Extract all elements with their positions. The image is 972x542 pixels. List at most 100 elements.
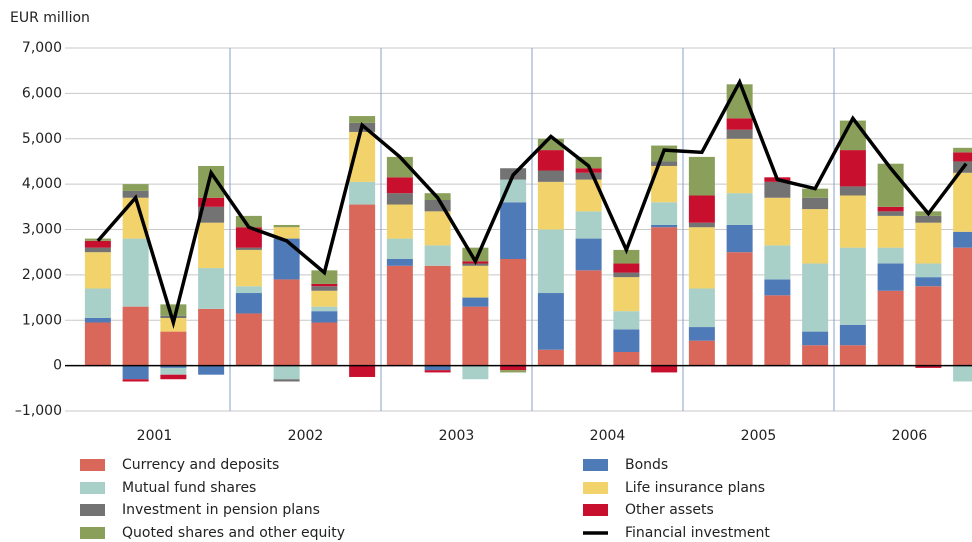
bar-segment: [273, 379, 300, 382]
bar-segment: [953, 231, 972, 248]
bar-segment: [688, 222, 715, 228]
bar-segment: [726, 224, 753, 253]
bar-segment: [273, 224, 300, 228]
bar-segment: [537, 293, 564, 350]
bar-segment: [386, 193, 413, 205]
bar-segment: [839, 247, 866, 325]
bar-segment: [273, 238, 300, 280]
bar-segment: [235, 247, 262, 250]
bar-segment: [424, 370, 451, 373]
legend-label: Bonds: [625, 457, 668, 473]
bar-segment: [764, 181, 791, 198]
bar-segment: [613, 311, 640, 330]
bar-segment: [877, 290, 904, 366]
bar-segment: [915, 215, 942, 223]
bar-segment: [235, 215, 262, 228]
bar-segment: [613, 277, 640, 312]
x-group-label: 2002: [288, 428, 324, 444]
bar-segment: [424, 200, 451, 212]
bar-segment: [613, 329, 640, 353]
bar-segment: [198, 308, 225, 366]
x-group-label: 2001: [137, 428, 173, 444]
bar-segment: [688, 156, 715, 196]
bar-segment: [688, 288, 715, 328]
bar-segment: [537, 170, 564, 182]
bar-segment: [311, 283, 338, 287]
legend-label: Other assets: [625, 502, 714, 518]
bar-segment: [311, 311, 338, 323]
bar-segment: [235, 249, 262, 287]
bar-segment: [537, 150, 564, 171]
bar-segment: [160, 374, 187, 380]
legend-label: Mutual fund shares: [122, 480, 256, 496]
bar-segment: [386, 177, 413, 194]
bar-segment: [198, 206, 225, 223]
bar-segment: [953, 152, 972, 162]
x-group-label: 2003: [439, 428, 475, 444]
bar-segment: [877, 247, 904, 264]
bar-segment: [764, 245, 791, 280]
bar-segment: [386, 238, 413, 259]
bar-segment: [802, 263, 829, 332]
bar-segment: [688, 195, 715, 223]
y-tick-label: 6,000: [22, 85, 62, 101]
bar-segment: [877, 206, 904, 212]
bar-segment: [311, 306, 338, 312]
bar-segment: [953, 172, 972, 232]
bar-segment: [273, 365, 300, 380]
bar-segment: [953, 147, 972, 153]
legend-label: Quoted shares and other equity: [122, 525, 345, 541]
bar-segment: [424, 365, 451, 371]
bar-segment: [235, 293, 262, 314]
bar-segment: [688, 327, 715, 341]
bar-segment: [198, 365, 225, 375]
y-tick-label: –1,000: [15, 403, 62, 419]
bar-segment: [424, 245, 451, 266]
bar-segment: [613, 249, 640, 264]
bar-segment: [160, 304, 187, 316]
bar-segment: [877, 211, 904, 216]
bar-segment: [613, 272, 640, 278]
bar-segment: [613, 352, 640, 366]
bar-segment: [349, 181, 376, 205]
bar-segment: [462, 365, 489, 380]
bar-segment: [311, 270, 338, 284]
bar-segment: [537, 138, 564, 151]
bar-segment: [651, 161, 678, 166]
bar-segment: [802, 209, 829, 264]
bar-segment: [764, 197, 791, 246]
bar-segment: [160, 365, 187, 368]
bar-segment: [386, 204, 413, 239]
bar-segment: [349, 116, 376, 123]
x-group-label: 2004: [590, 428, 626, 444]
bar-segment: [500, 258, 527, 366]
bar-segment: [651, 224, 678, 228]
bar-segment: [311, 290, 338, 307]
bar-segment: [349, 365, 376, 377]
bar-segment: [726, 118, 753, 130]
bar-segment: [500, 365, 527, 371]
bar-segment: [235, 286, 262, 294]
x-group-label: 2006: [892, 428, 928, 444]
bar-segment: [839, 345, 866, 366]
bar-segment: [688, 227, 715, 289]
y-tick-label: 7,000: [22, 40, 62, 56]
bar-segment: [198, 222, 225, 269]
bar-segment: [726, 129, 753, 139]
bar-segment: [84, 240, 111, 248]
legend-label: Life insurance plans: [625, 480, 765, 496]
bar-segment: [575, 168, 602, 173]
bar-segment: [726, 193, 753, 225]
bar-segment: [273, 279, 300, 366]
x-group-label: 2005: [741, 428, 777, 444]
y-tick-label: 0: [53, 358, 62, 374]
bar-segment: [651, 202, 678, 225]
bar-segment: [386, 258, 413, 266]
bar-segment: [688, 340, 715, 366]
bar-segment: [839, 186, 866, 196]
bar-segment: [915, 286, 942, 366]
bar-segment: [915, 365, 942, 368]
line: [96, 77, 968, 330]
bar-segment: [160, 367, 187, 375]
